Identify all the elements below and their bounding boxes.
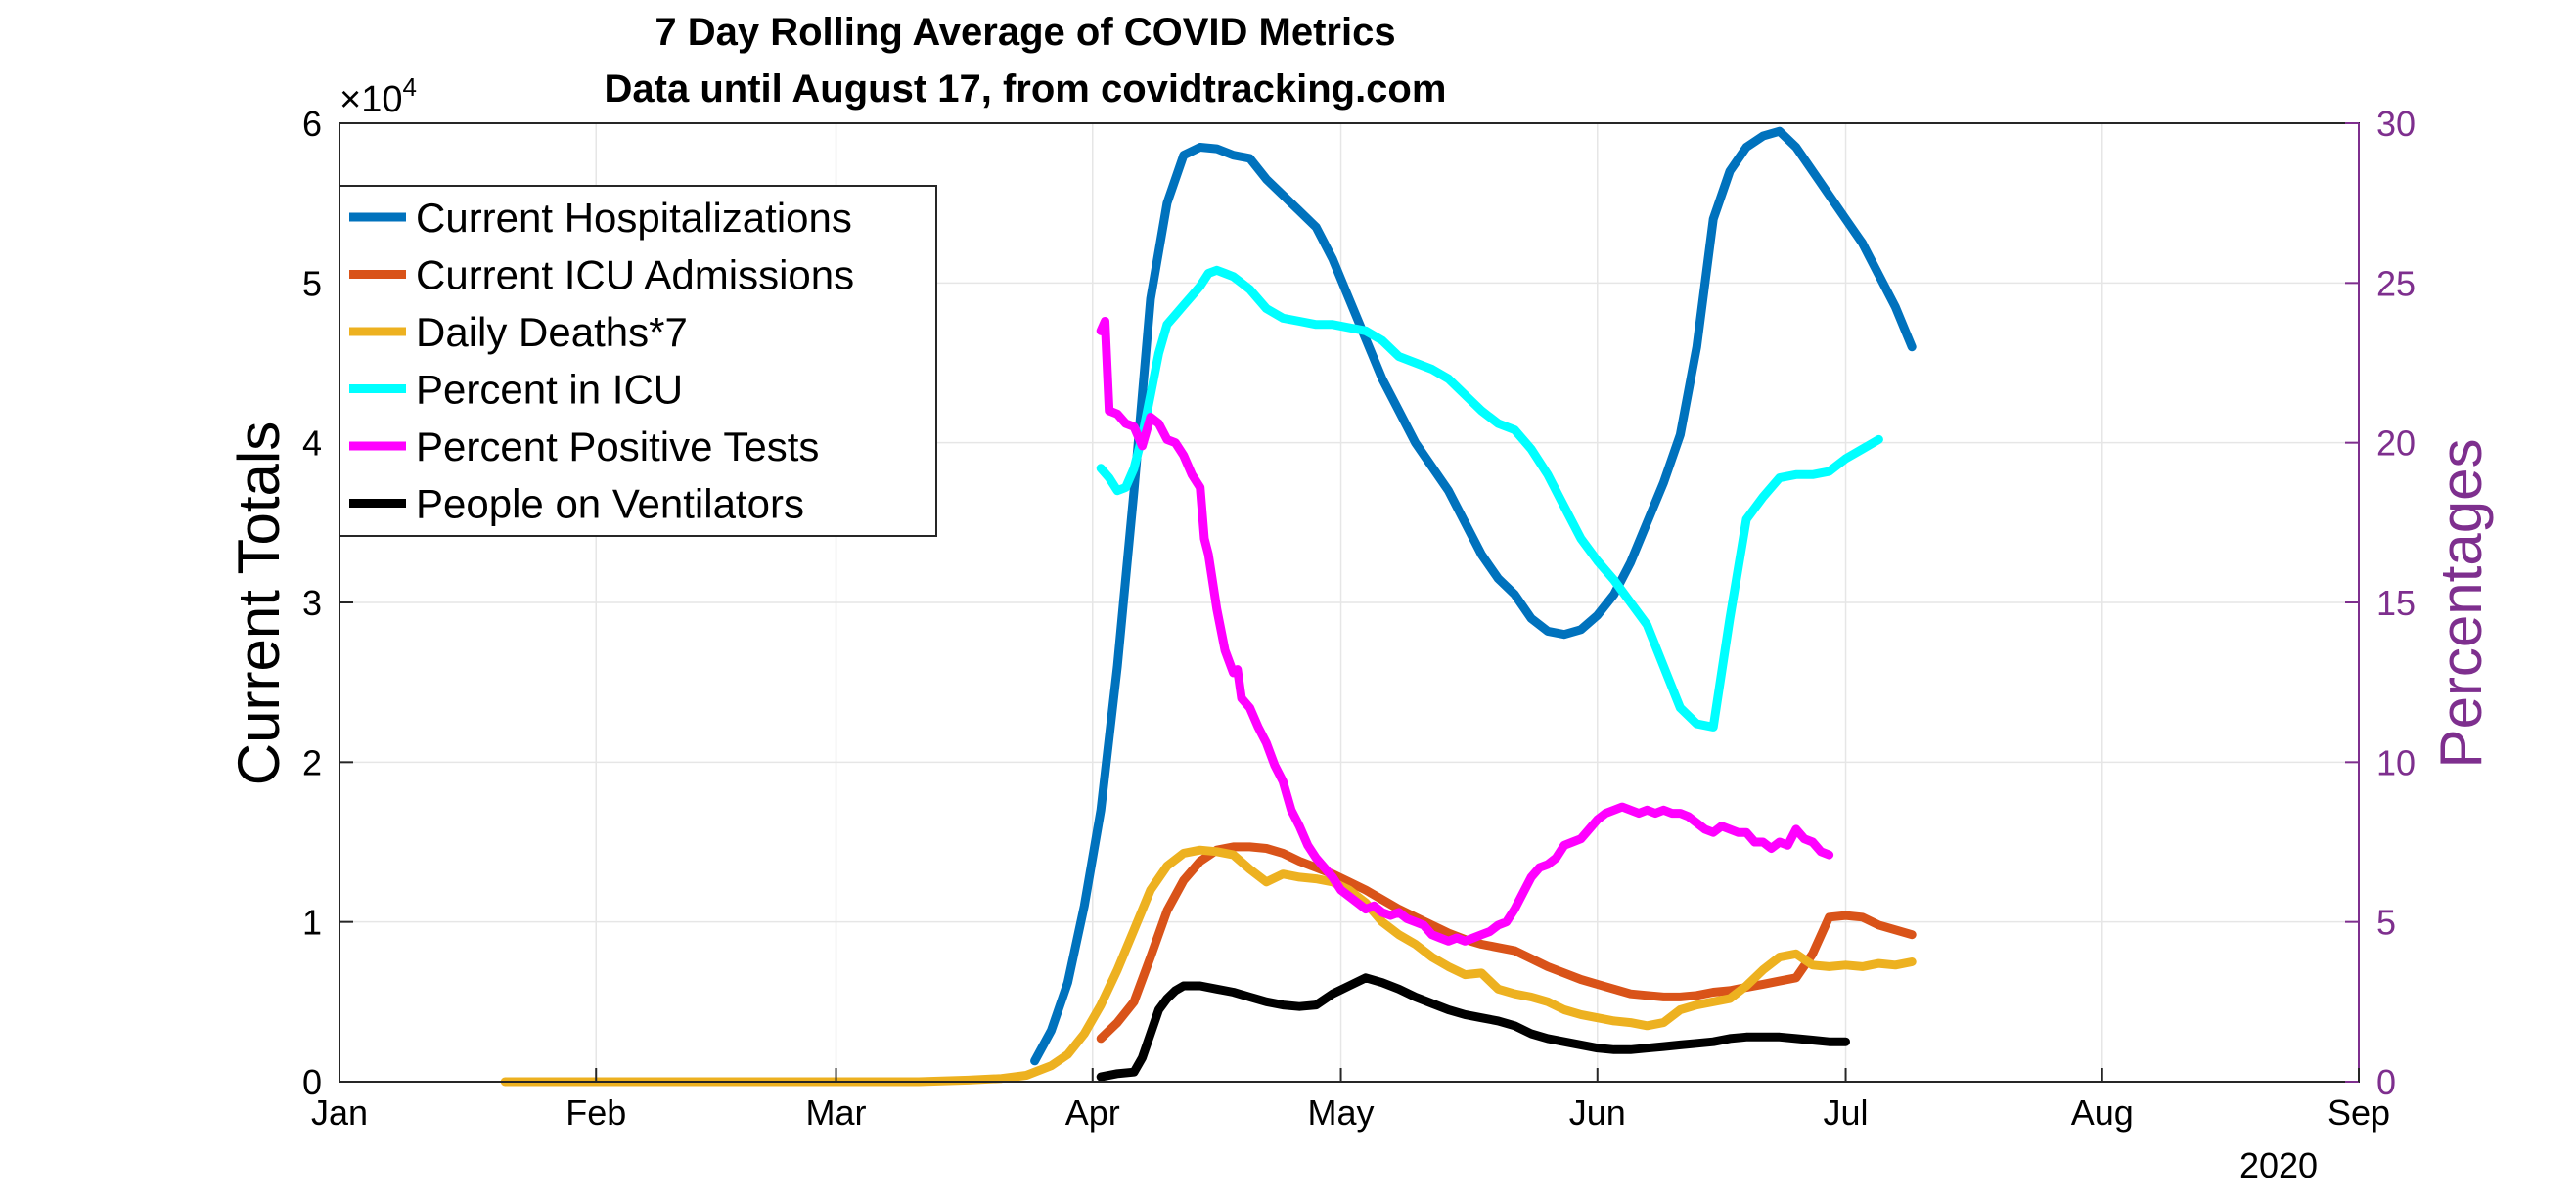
legend-item-label: Percent in ICU xyxy=(416,367,683,413)
series-line-deaths xyxy=(500,845,1917,1087)
ticks-left: 0 1 2 3 4 5 6 xyxy=(302,104,353,1102)
legend: Current Hospitalizations Current ICU Admi… xyxy=(339,185,937,537)
x-tick-label: Sep xyxy=(2327,1092,2390,1133)
series-line-percent-positive xyxy=(1096,317,1834,946)
y-right-tick-label: 25 xyxy=(2376,263,2416,303)
x-tick-label: Aug xyxy=(2071,1092,2134,1133)
year-label: 2020 xyxy=(2239,1145,2318,1185)
x-tick-label: Feb xyxy=(565,1092,626,1133)
y-right-tick-label: 10 xyxy=(2376,742,2416,782)
y-left-tick-label: 4 xyxy=(302,423,322,464)
plot-lines xyxy=(500,126,1917,1087)
x-tick-label: May xyxy=(1308,1092,1375,1133)
y-left-axis-label: Current Totals xyxy=(226,422,292,785)
legend-item-label: Current Hospitalizations xyxy=(416,195,852,241)
legend-item-label: People on Ventilators xyxy=(416,481,804,527)
series-line-percent-icu xyxy=(1096,265,1883,732)
chart-title-line-2: Data until August 17, from covidtracking… xyxy=(605,67,1447,111)
y-right-tick-label: 5 xyxy=(2376,903,2396,943)
x-tick-label: Jan xyxy=(311,1092,368,1133)
ticks-right: 0 5 10 15 20 25 30 xyxy=(2345,104,2416,1102)
y-right-tick-label: 0 xyxy=(2376,1062,2396,1102)
legend-item-label: Current ICU Admissions xyxy=(416,252,854,298)
y-right-tick-label: 30 xyxy=(2376,104,2416,144)
x-tick-label: Apr xyxy=(1065,1092,1120,1133)
x-tick-label: Mar xyxy=(806,1092,867,1133)
y-left-tick-label: 5 xyxy=(302,263,322,303)
x-tick-label: Jun xyxy=(1569,1092,1626,1133)
ticks-x: Jan Feb Mar Apr May Jun Jul Aug Sep xyxy=(311,1068,2390,1133)
y-left-exponent-label: ×104 xyxy=(339,72,417,120)
y-left-tick-label: 2 xyxy=(302,742,322,782)
y-left-tick-label: 1 xyxy=(302,903,322,943)
legend-item-label: Percent Positive Tests xyxy=(416,423,819,469)
series-line-ventilators xyxy=(1096,973,1850,1082)
x-tick-label: Jul xyxy=(1824,1092,1869,1133)
y-right-axis-label: Percentages xyxy=(2428,439,2494,769)
legend-box xyxy=(339,185,937,537)
y-left-tick-label: 0 xyxy=(302,1062,322,1102)
series-line-icu xyxy=(1096,842,1917,1044)
series-line-hospitalizations xyxy=(1030,126,1917,1066)
y-right-tick-label: 15 xyxy=(2376,583,2416,623)
y-right-tick-label: 20 xyxy=(2376,423,2416,464)
y-left-tick-label: 6 xyxy=(302,104,322,144)
legend-item-label: Daily Deaths*7 xyxy=(416,309,688,355)
y-left-tick-label: 3 xyxy=(302,583,322,623)
chart-title-line-1: 7 Day Rolling Average of COVID Metrics xyxy=(655,11,1395,54)
